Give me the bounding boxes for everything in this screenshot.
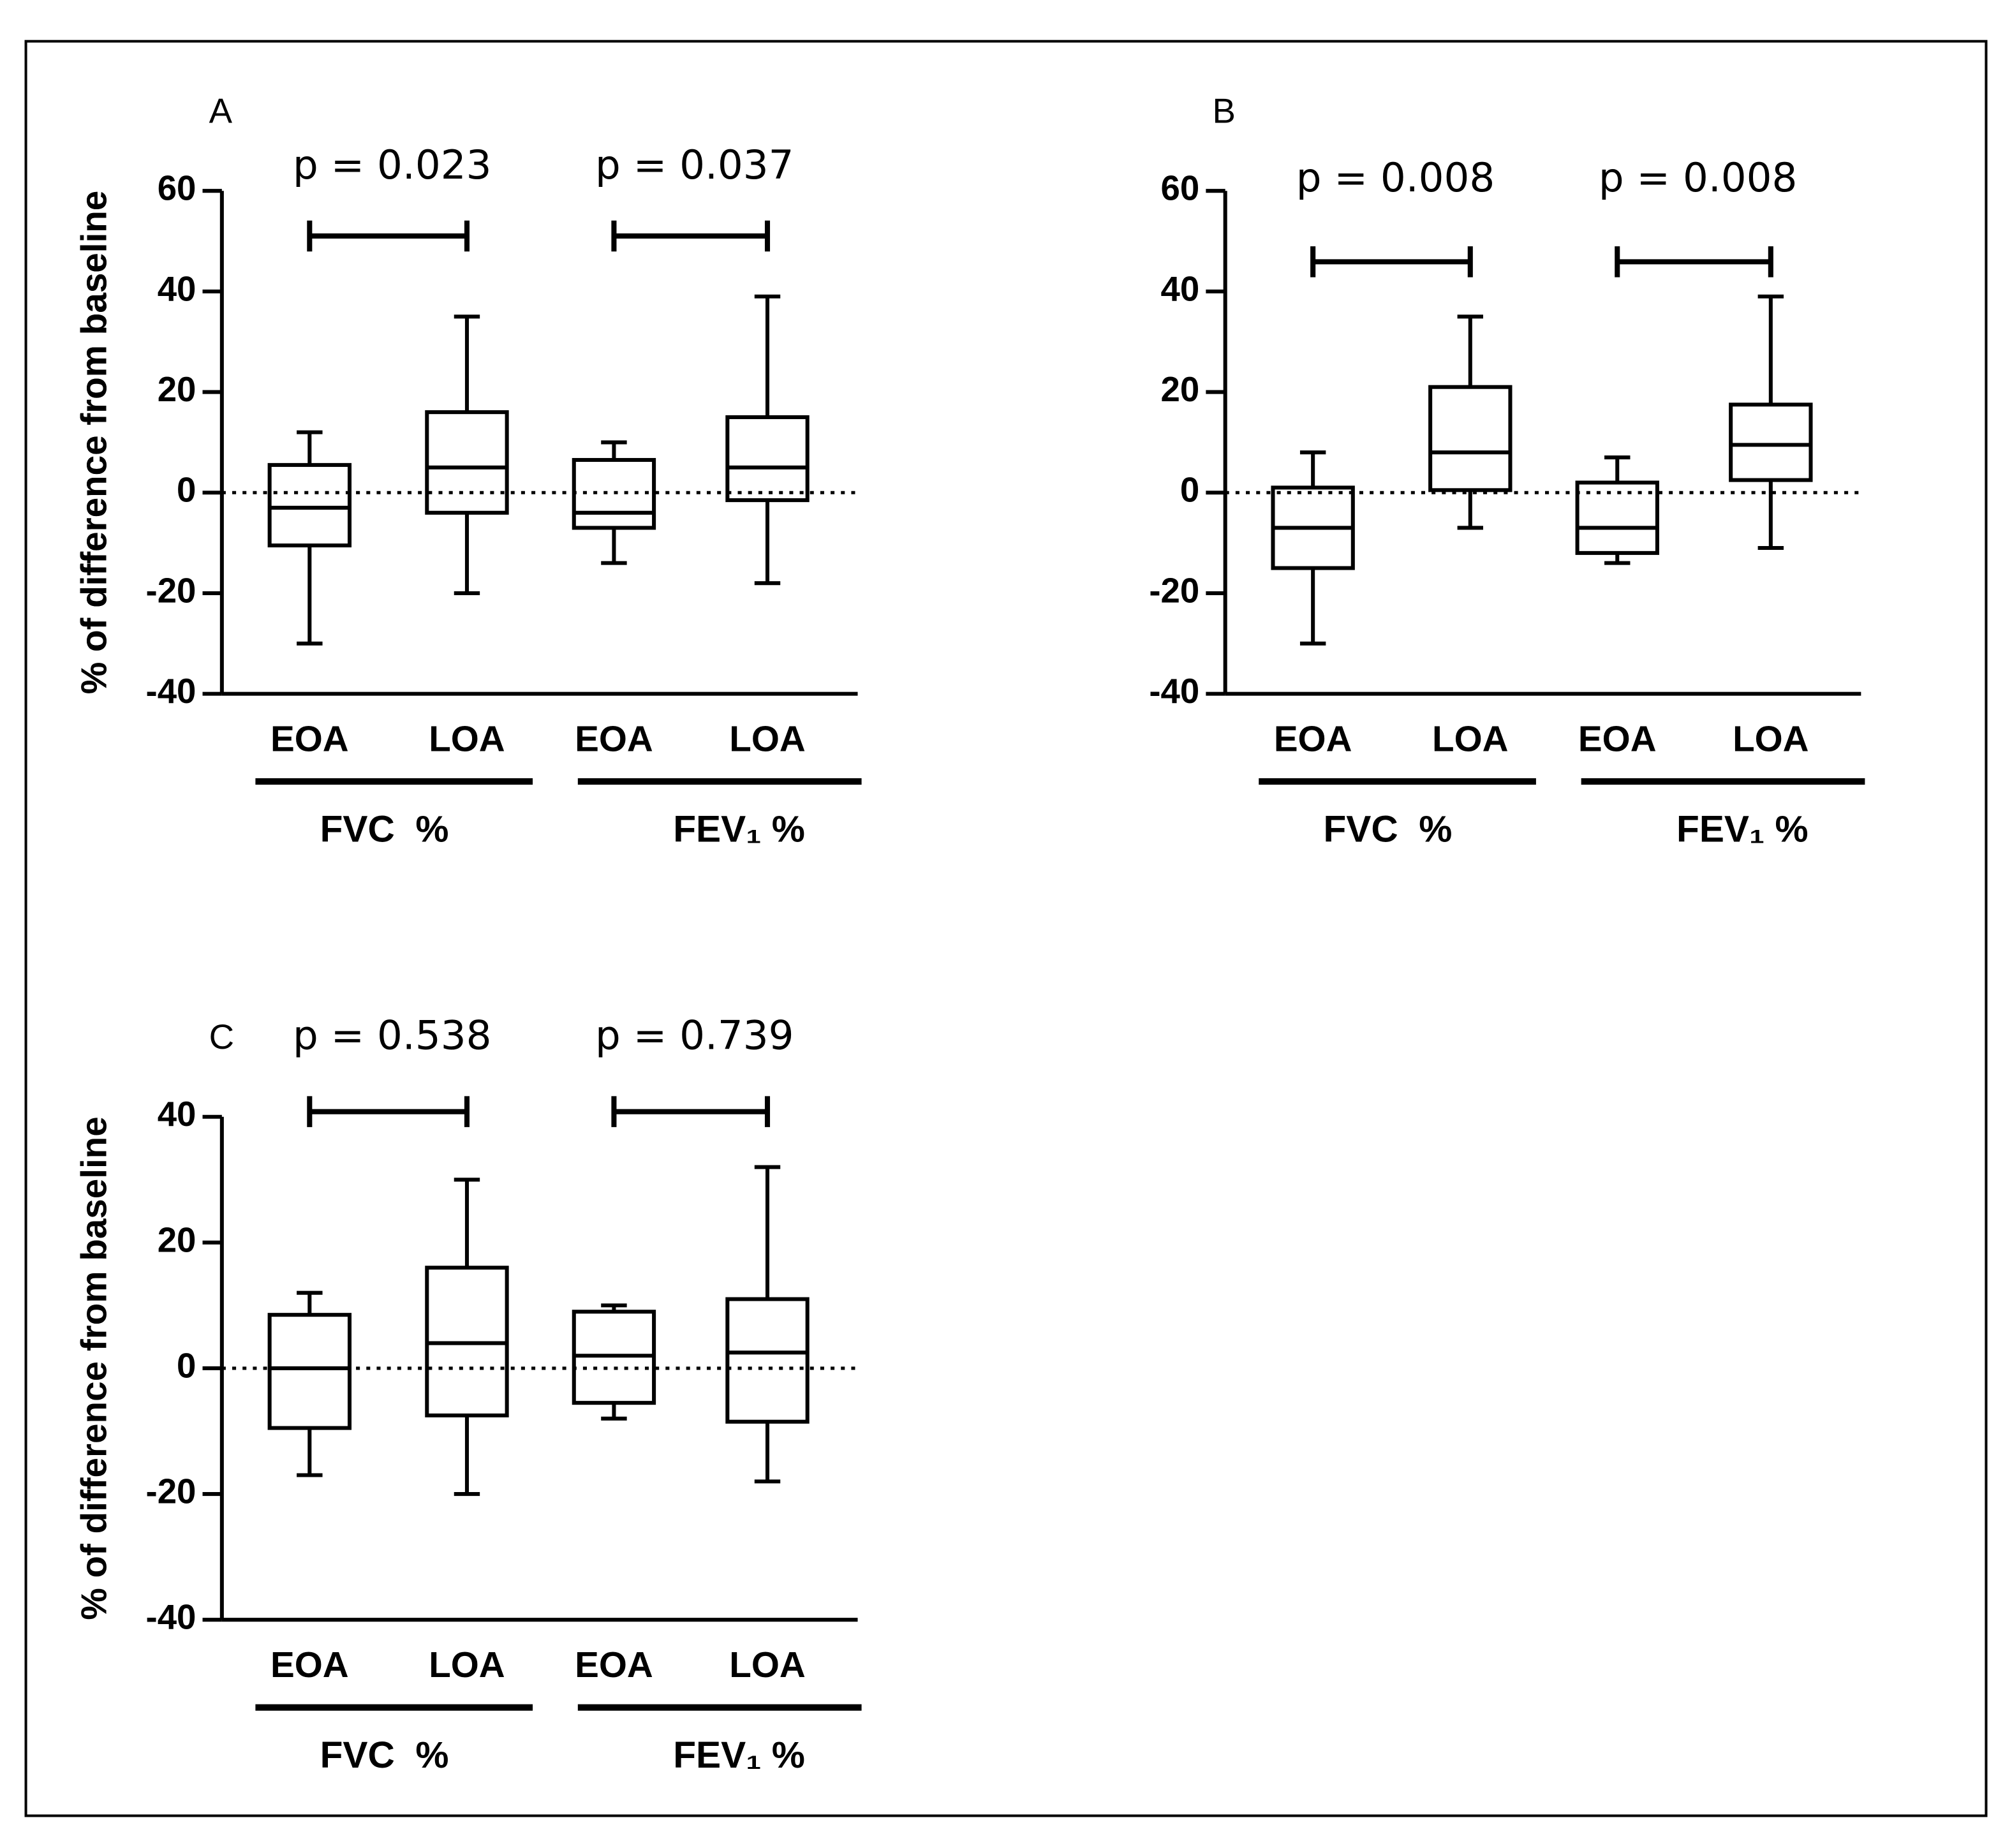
group-label: FEV₁ % (1676, 808, 1809, 850)
p-value: p = 0.008 (1599, 154, 1797, 201)
x-tick-label: LOA (1432, 718, 1508, 758)
y-tick-label: 60 (1161, 169, 1200, 208)
y-tick-label: -20 (146, 1472, 196, 1511)
group-label: FEV₁ % (673, 808, 805, 850)
x-tick-label: EOA (270, 718, 349, 758)
x-tick-label: LOA (429, 718, 505, 758)
box (1428, 385, 1513, 492)
y-tick-label: 20 (158, 1220, 196, 1259)
p-value: p = 0.008 (1296, 154, 1495, 201)
panel-label: A (209, 91, 233, 130)
x-tick-label: EOA (1274, 718, 1352, 758)
y-axis-label: % of difference from baseline (74, 191, 114, 694)
box (267, 462, 352, 548)
p-value: p = 0.739 (595, 1012, 794, 1058)
panel-label: B (1212, 91, 1235, 130)
p-value: p = 0.023 (293, 142, 491, 188)
y-tick-label: 40 (158, 269, 196, 308)
p-value: p = 0.538 (293, 1012, 491, 1058)
box (1575, 480, 1659, 555)
box (725, 415, 810, 503)
group-label: FVC % (320, 808, 449, 850)
x-tick-label: EOA (575, 1645, 653, 1685)
y-axis-label: % of difference from baseline (74, 191, 114, 694)
y-tick-label: -40 (146, 672, 196, 711)
y-tick-label: 0 (177, 471, 196, 510)
box (1729, 403, 1813, 482)
box (572, 457, 656, 530)
x-tick-label: EOA (1578, 718, 1657, 758)
frame (24, 40, 1988, 1817)
y-tick-label: 60 (158, 169, 196, 208)
y-tick-label: -20 (146, 571, 196, 610)
y-tick-label: 20 (158, 370, 196, 409)
x-tick-label: EOA (270, 1645, 349, 1685)
y-tick-label: -40 (146, 1598, 196, 1637)
y-tick-label: 20 (1161, 370, 1200, 409)
group-label: FVC % (1323, 808, 1452, 850)
p-value: p = 0.037 (595, 142, 794, 188)
x-tick-label: LOA (729, 1645, 805, 1685)
panel-label: C (209, 1017, 234, 1056)
x-tick-label: EOA (575, 718, 653, 758)
x-tick-label: LOA (729, 718, 805, 758)
y-tick-label: -20 (1149, 571, 1199, 610)
box (267, 1313, 352, 1430)
y-axis-label: % of difference from baseline (74, 1116, 114, 1620)
y-tick-label: 0 (1180, 471, 1199, 510)
y-tick-label: -40 (1149, 672, 1199, 711)
y-tick-label: 40 (1161, 269, 1200, 308)
group-label: FVC % (320, 1734, 449, 1776)
box (425, 410, 509, 515)
x-tick-label: LOA (1733, 718, 1809, 758)
x-tick-label: LOA (429, 1645, 505, 1685)
y-tick-label: 0 (177, 1346, 196, 1385)
box (725, 1297, 810, 1424)
y-tick-label: 40 (158, 1095, 196, 1134)
group-label: FEV₁ % (673, 1734, 805, 1776)
